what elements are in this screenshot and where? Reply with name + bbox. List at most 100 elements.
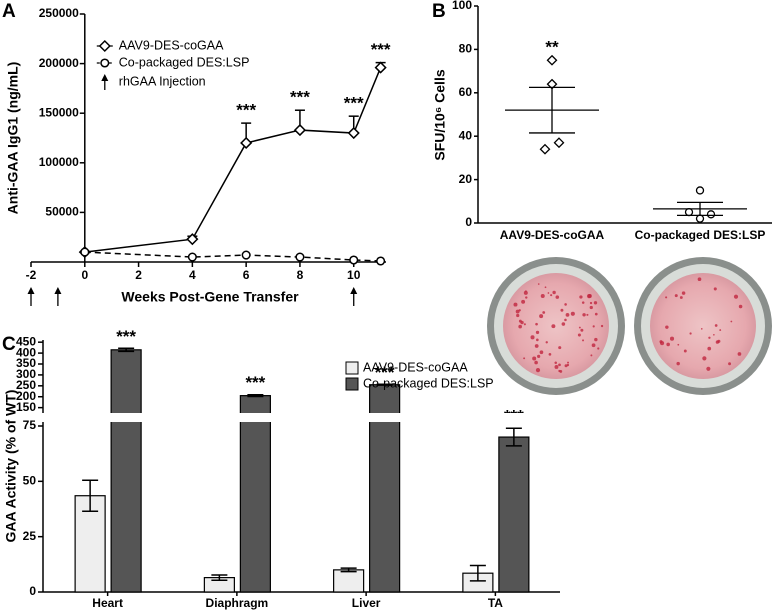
y-axis-title: GAA Activity (% of WT) [3,390,19,543]
y-tick-label: 200 [16,389,36,403]
arrow-head [350,287,358,294]
well-spot [679,296,683,299]
panel-label: A [2,1,16,22]
well-spot [515,309,520,314]
y-tick-label: 25 [23,529,37,543]
well-spot [518,319,522,323]
well-images [487,257,772,395]
well-spot [659,340,663,344]
marker [347,126,360,140]
legend-label: AAV9-DES-coGAA [363,360,468,374]
well-spot [600,324,604,328]
well-spot [560,308,564,312]
marker [241,250,251,260]
y-tick-label: 60 [459,85,473,99]
marker [186,233,199,246]
well-spot [597,347,600,350]
panel-label: B [432,1,446,22]
marker [100,58,110,68]
well-spot [717,339,721,343]
well-spot [545,341,548,344]
well-spot [544,286,547,289]
x-tick-label: 2 [135,268,142,282]
well-spot [540,293,545,298]
y-tick-label: 100 [452,0,472,12]
well-spot [523,290,528,295]
well-spot [707,346,712,351]
well-spot [683,349,687,353]
well-spot [586,313,589,316]
well-spot [532,356,537,361]
well-spot [697,277,702,282]
marker [80,247,90,257]
panel-label: C [2,334,16,355]
well-spot [570,311,575,316]
y-tick-label: 40 [459,128,473,142]
y-tick-label: 50 [23,474,37,488]
marker [374,61,387,74]
axis-break [35,413,562,422]
well-spot [674,294,678,298]
x-tick-label: Diaphragm [206,596,269,610]
marker [376,256,386,266]
well-spot [561,322,566,326]
legend-label: rhGAA Injection [119,74,206,88]
significance: *** [344,94,364,113]
y-tick-label: 250000 [39,6,79,20]
point [546,54,558,66]
well-spot [700,328,703,330]
x-tick-label: Liver [352,596,381,610]
well-spot [665,325,669,329]
y-tick-label: 150000 [39,105,79,119]
series-line [84,67,382,253]
well-spot [579,295,583,299]
arrow-head [101,74,109,81]
well-spot [566,363,570,367]
well-spot [593,301,598,305]
well-spot [676,361,680,366]
well-spot [586,294,592,299]
well-spot [564,318,567,322]
well-spot [535,368,541,373]
significance: *** [116,327,136,346]
well-spot [581,301,585,304]
legend-label: Co-packaged DES:LSP [363,376,494,390]
point [553,137,565,149]
x-tick-label: Heart [92,596,123,610]
y-tick-label: 400 [16,345,36,359]
significance: *** [375,363,395,382]
significance: *** [371,40,391,59]
y-tick-label: 100000 [39,155,79,169]
point [695,214,705,223]
well-spot [536,338,539,342]
arrow-head [27,287,35,294]
point [695,186,705,195]
well-spot [594,337,598,342]
y-tick-label: 300 [16,367,36,381]
point [706,210,716,219]
well-spot [592,325,595,328]
well-spot [516,313,520,318]
bar [239,395,271,593]
well-spot [577,333,581,337]
well-spot [713,333,715,336]
x-tick-label: 6 [243,268,250,282]
well-spot [719,329,722,331]
well-spot [558,369,561,373]
well-spot [665,296,668,299]
bar [498,436,530,593]
well [503,273,609,379]
well-spot [539,350,544,355]
well-spot [539,314,544,319]
well-spot [737,352,742,356]
y-tick-label: 350 [16,356,36,370]
well-spot [580,328,584,332]
well-spot [666,342,670,347]
y-tick-label: 0 [29,584,36,598]
well-spot [589,305,593,310]
well-spot [730,320,733,323]
significance: *** [245,373,265,392]
well-spot [535,322,538,326]
well-spot [558,363,561,367]
well-spot [708,336,711,339]
